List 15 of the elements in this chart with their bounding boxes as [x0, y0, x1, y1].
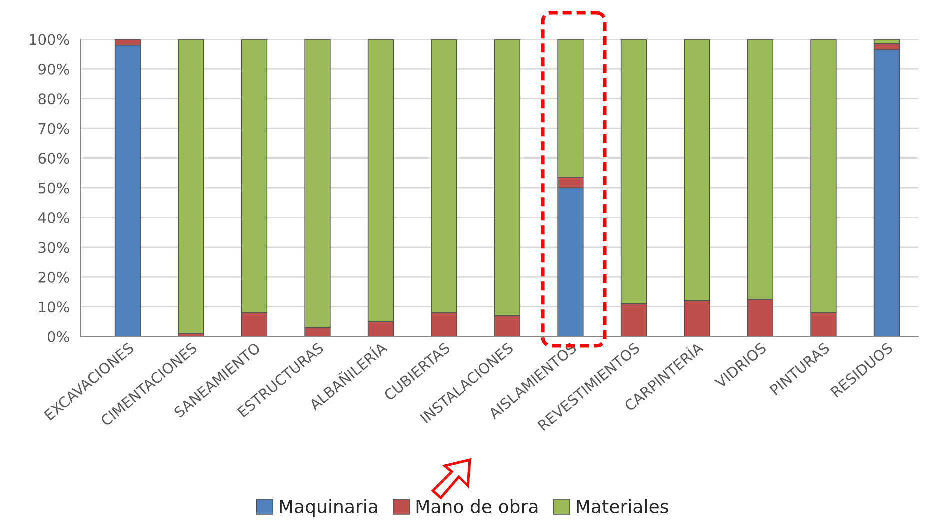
- y-tick-label: 20%: [38, 272, 70, 283]
- y-tick-label: 50%: [38, 182, 70, 194]
- y-tick-label: 70%: [38, 123, 70, 134]
- y-tick-label: 100%: [30, 34, 70, 46]
- y-tick-label: 30%: [38, 242, 70, 254]
- y-tick-label: 0%: [48, 331, 70, 342]
- y-tick-label: 40%: [38, 212, 70, 224]
- bar: [178, 39, 204, 334]
- legend-label: Materiales: [577, 500, 668, 514]
- y-tick-label: 80%: [38, 94, 70, 105]
- legend-label: Maquinaria: [280, 500, 378, 517]
- y-tick-label: 90%: [38, 64, 70, 75]
- y-tick-label: 10%: [39, 302, 70, 313]
- y-tick-label: 60%: [38, 153, 70, 164]
- legend-label: Mano de obra: [416, 500, 538, 514]
